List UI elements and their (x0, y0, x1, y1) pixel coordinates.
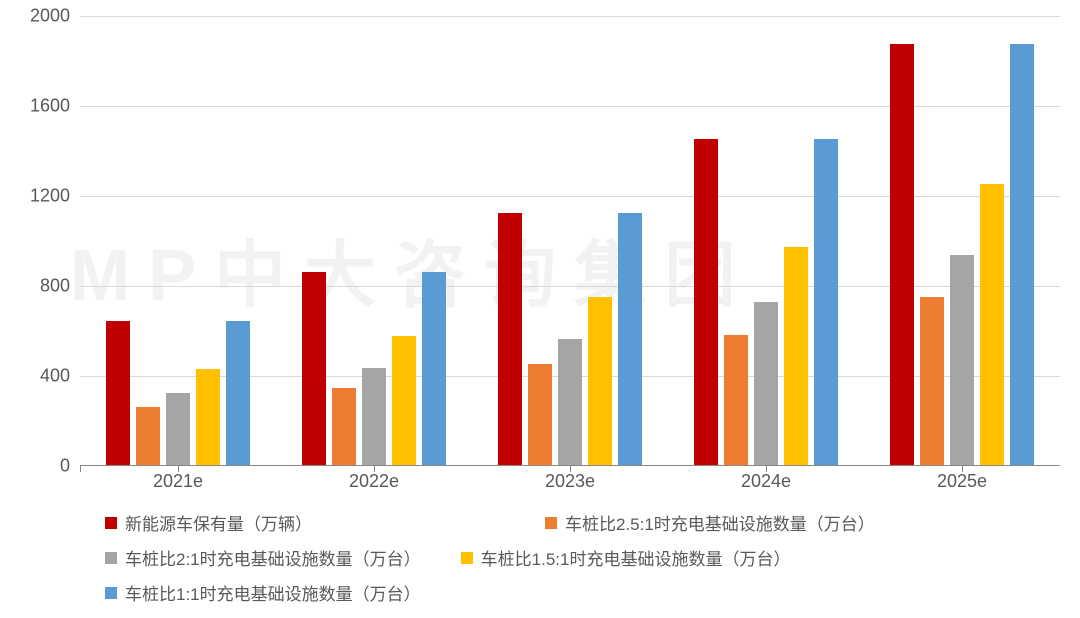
bar (890, 44, 914, 465)
bar (332, 388, 356, 465)
y-tick-label: 0 (10, 456, 70, 477)
bar (980, 184, 1004, 465)
legend: 新能源车保有量（万辆） 车桩比2.5:1时充电基础设施数量（万台） 车桩比2:1时充… (105, 510, 1005, 605)
legend-swatch (105, 517, 117, 529)
bar (724, 335, 748, 466)
bar (362, 368, 386, 465)
bar (950, 255, 974, 465)
legend-item: 车桩比2.5:1时充电基础设施数量（万台） (545, 510, 875, 535)
x-tick-label: 2023e (545, 471, 595, 492)
plot-area (80, 16, 1060, 466)
bar (498, 213, 522, 465)
legend-swatch (545, 517, 557, 529)
bar (136, 407, 160, 465)
legend-item: 车桩比2:1时充电基础设施数量（万台） (105, 545, 421, 570)
bar (226, 321, 250, 465)
legend-swatch (105, 552, 117, 564)
bar (588, 297, 612, 465)
legend-label: 车桩比2:1时充电基础设施数量（万台） (125, 545, 421, 570)
legend-swatch (105, 587, 117, 599)
bar (920, 297, 944, 465)
x-tick-label: 2024e (741, 471, 791, 492)
bar (196, 369, 220, 465)
bar (618, 213, 642, 465)
bar (814, 139, 838, 465)
y-tick-label: 1600 (10, 96, 70, 117)
bar (784, 247, 808, 465)
chart-container: MP中大咨询集团 0400800120016002000 2021e2022e2… (10, 6, 1070, 521)
x-tick-label: 2022e (349, 471, 399, 492)
bar (302, 272, 326, 466)
legend-item: 新能源车保有量（万辆） (105, 510, 505, 535)
y-tick-label: 2000 (10, 6, 70, 27)
y-tick-label: 400 (10, 366, 70, 387)
legend-swatch (461, 552, 473, 564)
legend-label: 车桩比1:1时充电基础设施数量（万台） (125, 580, 421, 605)
legend-item: 车桩比1:1时充电基础设施数量（万台） (105, 580, 421, 605)
bar (528, 364, 552, 465)
gridline (80, 16, 1060, 17)
bar (422, 272, 446, 466)
bar (754, 302, 778, 465)
x-tick-label: 2025e (937, 471, 987, 492)
x-tick-label: 2021e (153, 471, 203, 492)
bar (166, 393, 190, 465)
bar (1010, 44, 1034, 465)
legend-item: 车桩比1.5:1时充电基础设施数量（万台） (461, 545, 791, 570)
y-tick-label: 800 (10, 276, 70, 297)
bar (558, 339, 582, 465)
y-tick-label: 1200 (10, 186, 70, 207)
bar (392, 336, 416, 465)
bar (106, 321, 130, 465)
bar (694, 139, 718, 465)
legend-label: 车桩比1.5:1时充电基础设施数量（万台） (481, 545, 791, 570)
x-tickmark (80, 466, 81, 472)
legend-label: 新能源车保有量（万辆） (125, 510, 312, 535)
legend-label: 车桩比2.5:1时充电基础设施数量（万台） (565, 510, 875, 535)
